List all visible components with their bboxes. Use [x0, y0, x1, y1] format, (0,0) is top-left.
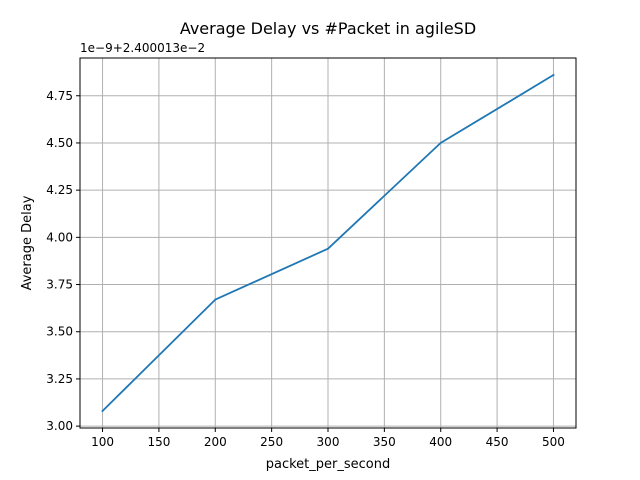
y-axis: 3.00 3.25 3.50 3.75 4.00 4.25 4.50 4.75: [46, 89, 80, 433]
x-tick-label: 150: [147, 435, 170, 449]
grid: [80, 58, 576, 428]
x-tick-label: 200: [204, 435, 227, 449]
x-tick-label: 450: [486, 435, 509, 449]
y-tick-label: 3.00: [46, 419, 73, 433]
x-tick-label: 100: [91, 435, 114, 449]
y-tick-label: 4.25: [46, 183, 73, 197]
y-tick-label: 4.75: [46, 89, 73, 103]
y-axis-label: Average Delay: [20, 195, 35, 290]
y-tick-label: 3.75: [46, 278, 73, 292]
data-point: [214, 298, 217, 301]
y-tick-label: 4.00: [46, 230, 73, 244]
x-axis: 100 150 200 250 300 350 400 450 500: [91, 428, 565, 449]
x-axis-label: packet_per_second: [266, 457, 390, 472]
x-tick-label: 500: [542, 435, 565, 449]
x-tick-label: 300: [317, 435, 340, 449]
series-group: [101, 73, 555, 413]
data-point: [439, 142, 442, 144]
y-tick-label: 3.25: [46, 372, 73, 386]
x-tick-label: 400: [429, 435, 452, 449]
data-point: [552, 74, 555, 76]
y-tick-label: 3.50: [46, 325, 73, 339]
data-point: [101, 410, 104, 412]
data-point: [327, 247, 329, 250]
y-axis-offset-label: 1e−9+2.400013e−2: [80, 41, 205, 55]
chart-title: Average Delay vs #Packet in agileSD: [180, 19, 476, 38]
y-tick-label: 4.50: [46, 136, 73, 150]
x-tick-label: 250: [260, 435, 283, 449]
x-tick-label: 350: [373, 435, 396, 449]
